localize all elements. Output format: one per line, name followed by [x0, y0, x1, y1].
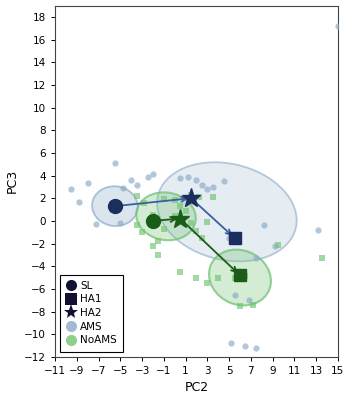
Ellipse shape [92, 186, 138, 226]
X-axis label: PC2: PC2 [184, 382, 209, 394]
Legend: SL, HA1, HA2, AMS, NoAMS: SL, HA1, HA2, AMS, NoAMS [60, 274, 123, 352]
Ellipse shape [157, 162, 297, 261]
Y-axis label: PC3: PC3 [6, 169, 19, 193]
Ellipse shape [209, 250, 271, 306]
Ellipse shape [136, 192, 196, 240]
